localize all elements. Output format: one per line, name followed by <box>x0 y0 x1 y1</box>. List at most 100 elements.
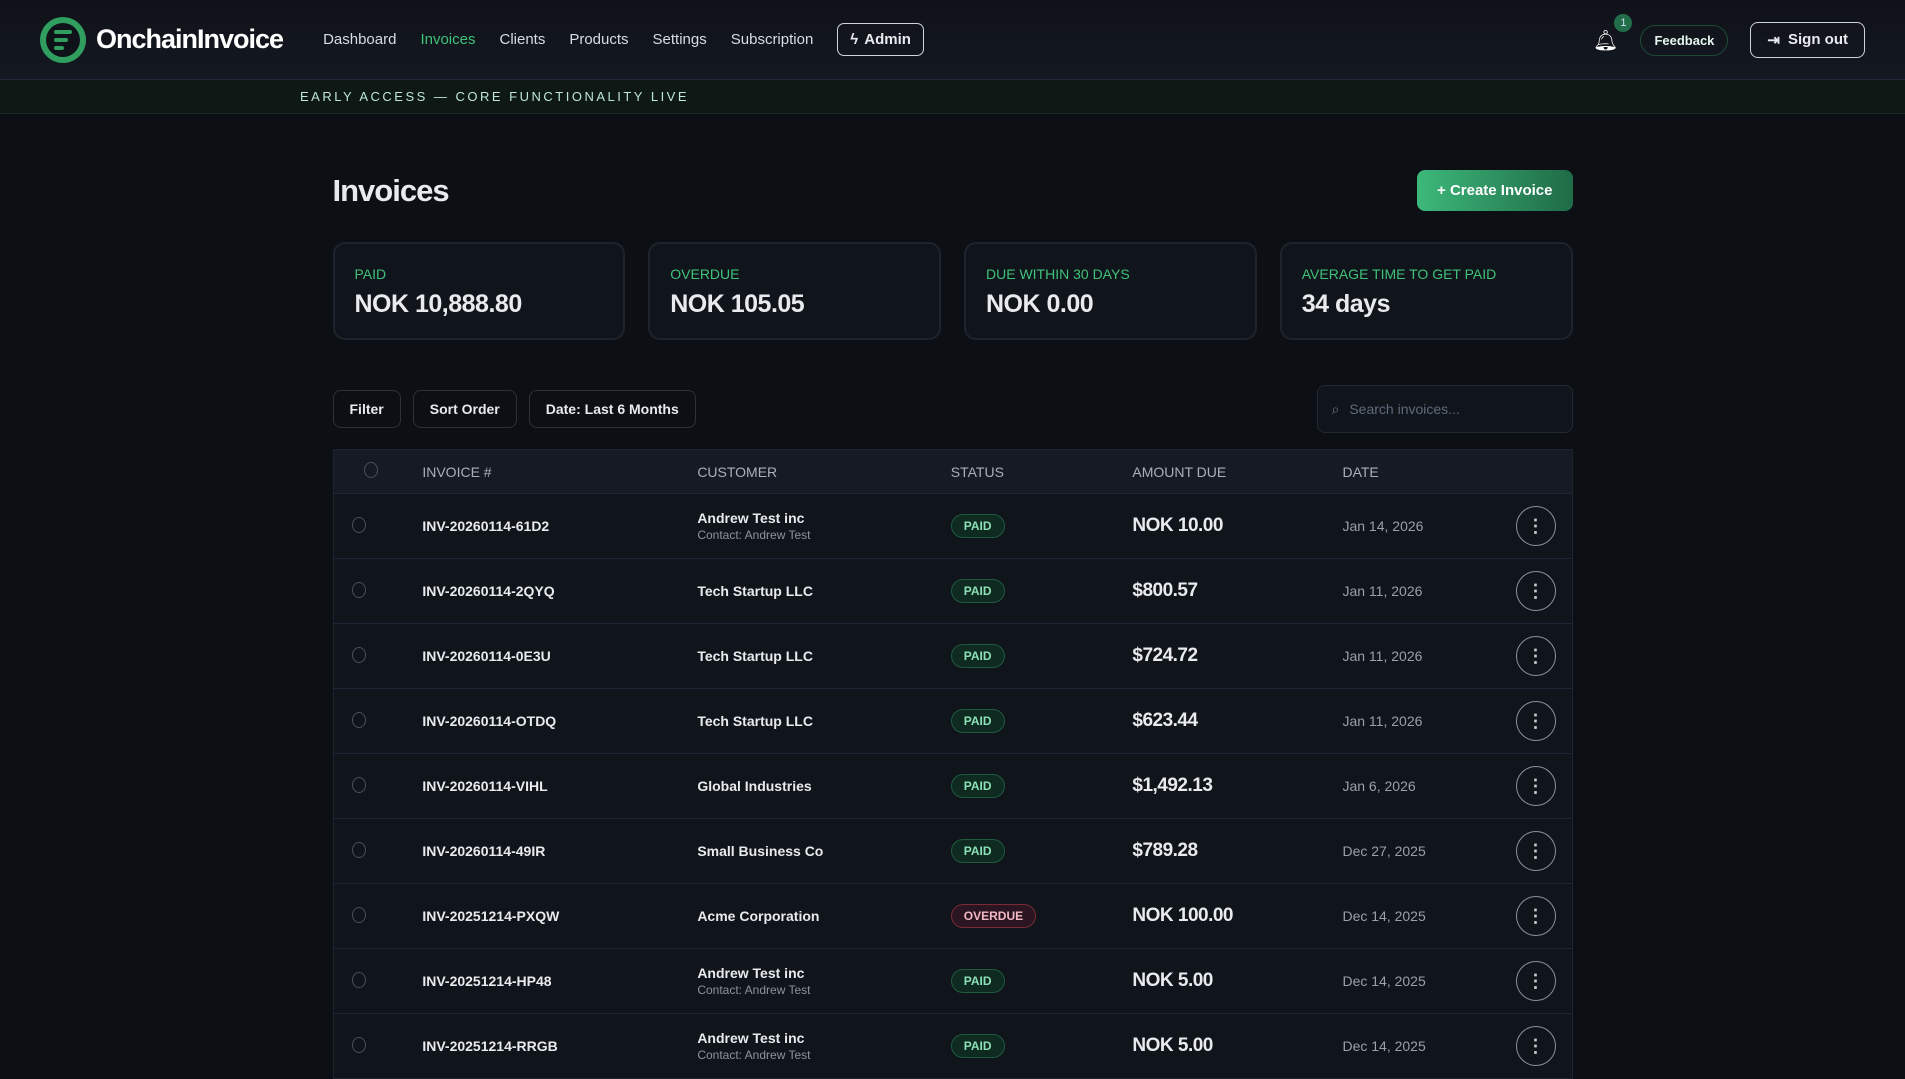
invoice-date: Jan 11, 2026 <box>1342 583 1423 599</box>
filter-button[interactable]: Filter <box>332 390 401 428</box>
nav-invoices[interactable]: Invoices <box>420 31 476 48</box>
stat-value: NOK 0.00 <box>986 290 1094 318</box>
table-row[interactable]: INV-20260114-61D2 Andrew Test inc Contact… <box>333 493 1572 559</box>
search-box: ⌕ <box>1316 385 1573 433</box>
row-checkbox[interactable] <box>351 971 366 988</box>
invoice-date: Dec 14, 2025 <box>1342 973 1426 989</box>
logo[interactable]: OnchainInvoice <box>40 16 284 63</box>
more-actions-button[interactable]: ⋮ <box>1515 701 1556 741</box>
amount-due: $800.57 <box>1132 580 1198 601</box>
table-row[interactable]: INV-20251214-PXQW Acme Corporation OVERD… <box>333 883 1572 949</box>
column-header[interactable]: AMOUNT DUE <box>1132 463 1227 480</box>
invoice-number[interactable]: INV-20251214-PXQW <box>422 908 560 924</box>
row-checkbox[interactable] <box>351 646 366 663</box>
stat-label: OVERDUE <box>670 266 740 282</box>
notifications-button[interactable]: 🔔︎ 1 <box>1593 13 1633 53</box>
table-row[interactable]: INV-20260114-OTDQ Tech Startup LLC PAID … <box>333 688 1572 754</box>
stat-card: PAID NOK 10,888.80 <box>332 242 626 340</box>
status-badge: PAID <box>950 644 1005 668</box>
column-header[interactable]: DATE <box>1342 463 1379 480</box>
sign-out-button[interactable]: ⇥ Sign out <box>1750 22 1865 58</box>
nav-subscription[interactable]: Subscription <box>730 31 814 48</box>
sign-out-icon: ⇥ <box>1767 32 1780 49</box>
more-vertical-icon: ⋮ <box>1526 970 1545 991</box>
more-actions-button[interactable]: ⋮ <box>1515 831 1556 871</box>
invoice-date: Dec 14, 2025 <box>1342 1038 1426 1054</box>
nav-clients[interactable]: Clients <box>499 31 546 48</box>
nav-dashboard[interactable]: Dashboard <box>323 31 397 48</box>
select-all-checkbox[interactable] <box>363 462 378 478</box>
status-badge: PAID <box>950 839 1005 863</box>
stat-value: 34 days <box>1301 290 1391 318</box>
more-actions-button[interactable]: ⋮ <box>1515 506 1556 546</box>
invoice-date: Jan 11, 2026 <box>1342 713 1423 729</box>
status-badge: OVERDUE <box>950 904 1037 928</box>
table-row[interactable]: INV-20251214-HP48 Andrew Test inc Contact… <box>333 948 1572 1014</box>
table-row[interactable]: INV-20260114-0E3U Tech Startup LLC PAID … <box>333 623 1572 689</box>
table-row[interactable]: INV-20260114-2QYQ Tech Startup LLC PAID … <box>333 558 1572 624</box>
amount-due: NOK 5.00 <box>1132 970 1213 991</box>
invoice-number[interactable]: INV-20260114-61D2 <box>422 518 550 534</box>
column-header[interactable]: STATUS <box>950 463 1004 480</box>
more-actions-button[interactable]: ⋮ <box>1515 766 1556 806</box>
amount-due: NOK 5.00 <box>1132 1035 1213 1056</box>
early-access-banner: EARLY ACCESS — CORE FUNCTIONALITY LIVE <box>0 80 1905 114</box>
customer-name: Tech Startup LLC <box>697 713 813 729</box>
admin-button[interactable]: ϟ Admin <box>837 23 924 56</box>
main-nav: Dashboard Invoices Clients Products Settings… <box>323 23 924 56</box>
row-checkbox[interactable] <box>351 581 366 598</box>
brand-name: OnchainInvoice <box>96 24 284 54</box>
table-row[interactable]: INV-20260114-VIHL Global Industries PAID… <box>333 753 1572 819</box>
customer-name: Acme Corporation <box>697 908 820 924</box>
column-header[interactable]: CUSTOMER <box>697 463 778 480</box>
top-nav: OnchainInvoice Dashboard Invoices Clients P… <box>0 0 1905 80</box>
search-icon: ⌕ <box>1331 400 1340 417</box>
table-row[interactable]: INV-20251214-RRGB Andrew Test inc Contact… <box>333 1013 1572 1079</box>
more-actions-button[interactable]: ⋮ <box>1515 961 1556 1001</box>
more-actions-button[interactable]: ⋮ <box>1515 571 1556 611</box>
customer-name: Tech Startup LLC <box>697 583 813 599</box>
date-range-button[interactable]: Date: Last 6 Months <box>528 390 696 428</box>
invoice-number[interactable]: INV-20251214-HP48 <box>422 973 552 989</box>
stat-value: NOK 105.05 <box>670 290 805 318</box>
row-checkbox[interactable] <box>351 711 366 728</box>
invoice-number[interactable]: INV-20260114-VIHL <box>422 778 548 794</box>
row-checkbox[interactable] <box>351 776 366 793</box>
table-row[interactable]: INV-20260114-49IR Small Business Co PAID… <box>333 818 1572 884</box>
more-vertical-icon: ⋮ <box>1526 905 1545 926</box>
invoices-table: INVOICE # CUSTOMER STATUS AMOUNT DUE DATE IN… <box>332 449 1573 1079</box>
row-checkbox[interactable] <box>351 1036 366 1053</box>
customer-name: Andrew Test inc <box>697 1030 805 1046</box>
invoice-date: Jan 14, 2026 <box>1342 518 1424 534</box>
sort-order-button[interactable]: Sort Order <box>412 390 517 428</box>
row-checkbox[interactable] <box>351 906 366 923</box>
column-header[interactable]: INVOICE # <box>422 463 492 480</box>
sign-out-label: Sign out <box>1788 31 1848 48</box>
invoice-number[interactable]: INV-20251214-RRGB <box>422 1038 558 1054</box>
more-vertical-icon: ⋮ <box>1526 840 1545 861</box>
stat-value: NOK 10,888.80 <box>354 290 523 318</box>
customer-name: Global Industries <box>697 778 812 794</box>
bell-icon: 🔔︎ <box>1593 29 1619 52</box>
more-actions-button[interactable]: ⋮ <box>1515 636 1556 676</box>
more-vertical-icon: ⋮ <box>1526 515 1545 536</box>
row-checkbox[interactable] <box>351 841 366 858</box>
nav-settings[interactable]: Settings <box>652 31 707 48</box>
invoice-number[interactable]: INV-20260114-0E3U <box>422 648 551 664</box>
invoice-number[interactable]: INV-20260114-49IR <box>422 843 546 859</box>
invoice-number[interactable]: INV-20260114-2QYQ <box>422 583 555 599</box>
invoice-date: Jan 11, 2026 <box>1342 648 1423 664</box>
more-actions-button[interactable]: ⋮ <box>1515 896 1556 936</box>
search-input[interactable] <box>1349 401 1550 417</box>
invoice-number[interactable]: INV-20260114-OTDQ <box>422 713 557 729</box>
stat-card: DUE WITHIN 30 DAYS NOK 0.00 <box>964 242 1257 340</box>
nav-products[interactable]: Products <box>569 31 629 48</box>
stat-label: AVERAGE TIME TO GET PAID <box>1301 266 1497 282</box>
status-badge: PAID <box>950 1034 1005 1058</box>
row-checkbox[interactable] <box>351 516 366 533</box>
page-title: Invoices <box>332 172 450 208</box>
more-actions-button[interactable]: ⋮ <box>1515 1026 1556 1066</box>
status-badge: PAID <box>950 709 1005 733</box>
feedback-button[interactable]: Feedback <box>1640 24 1729 56</box>
create-invoice-button[interactable]: + Create Invoice <box>1417 170 1573 211</box>
